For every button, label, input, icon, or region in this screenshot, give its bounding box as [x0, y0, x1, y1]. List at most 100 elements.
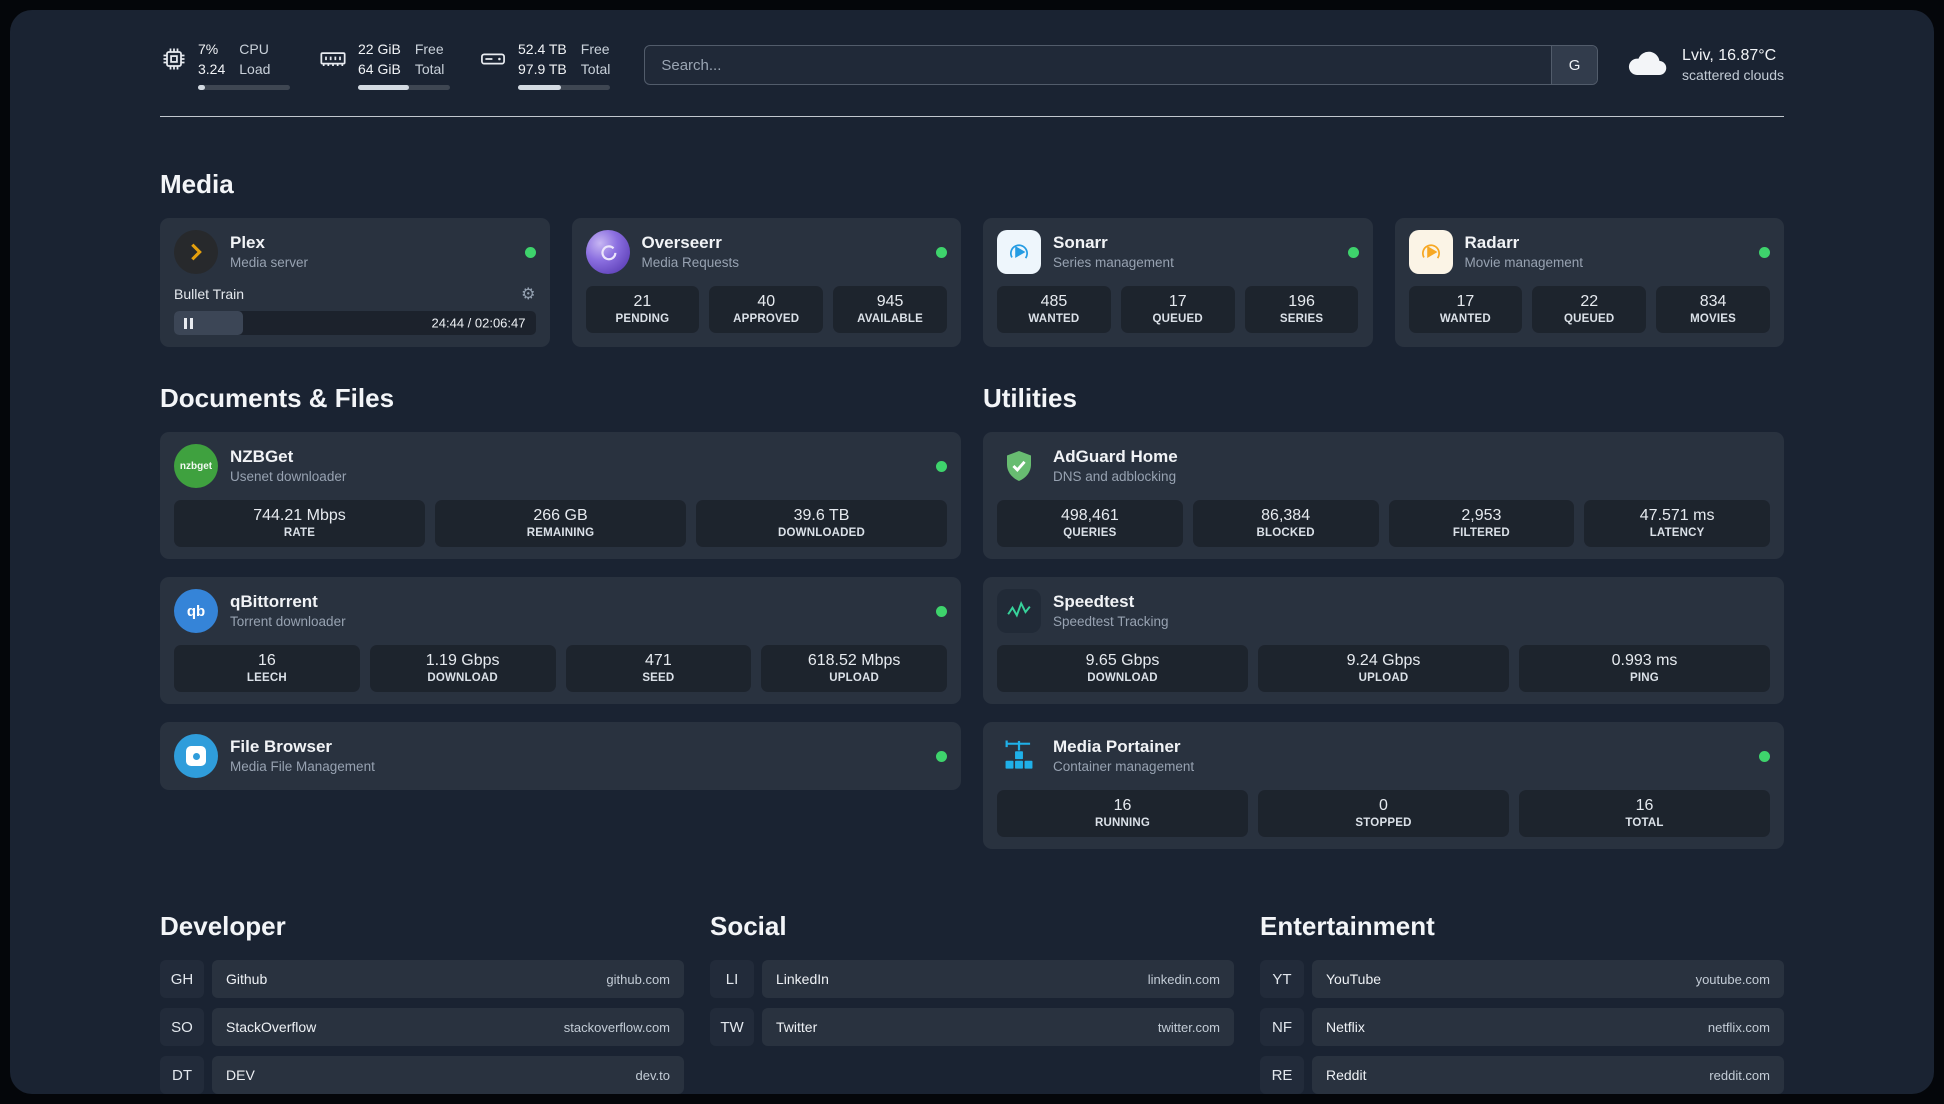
stat-tile: 0 STOPPED [1258, 790, 1509, 838]
stat-tile: 9.24 Gbps UPLOAD [1258, 645, 1509, 693]
app-name: Radarr [1464, 233, 1520, 253]
header-divider [160, 116, 1784, 118]
portainer-icon [997, 734, 1041, 778]
app-name: Overseerr [641, 233, 722, 253]
app-desc: Torrent downloader [230, 614, 346, 630]
dashboard: 7% 3.24 CPU Load [10, 10, 1934, 1094]
status-indicator [936, 605, 947, 617]
app-desc: DNS and adblocking [1053, 469, 1177, 485]
bookmark-netflix[interactable]: NF Netflix netflix.com [1260, 1008, 1784, 1047]
bookmark-dev[interactable]: DT DEV dev.to [160, 1056, 684, 1094]
section-utilities: Utilities AdGuard Home DNS and adblockin… [983, 383, 1784, 850]
stat-tile: 266 GB REMAINING [435, 500, 686, 548]
developer-section-title: Developer [160, 911, 286, 942]
qbittorrent-icon: qb [174, 589, 218, 634]
app-name: Speedtest [1053, 592, 1135, 612]
app-name: qBittorrent [230, 592, 318, 612]
stat-tile: 16 TOTAL [1519, 790, 1770, 838]
stat-tile: 22 QUEUED [1532, 286, 1647, 334]
bookmark-reddit[interactable]: RE Reddit reddit.com [1260, 1056, 1784, 1094]
stat-tile: 744.21 Mbps RATE [174, 500, 425, 548]
qbittorrent-card[interactable]: qb qBittorrent Torrent downloader 16 LEE… [160, 577, 961, 705]
stat-tile: 17 WANTED [1408, 286, 1523, 334]
stat-tile: 40 APPROVED [709, 286, 824, 334]
now-playing-title: Bullet Train [174, 285, 245, 302]
memory-total-label: Total [414, 60, 445, 77]
sonarr-card[interactable]: Sonarr Series management 485 WANTED 17 Q… [983, 218, 1373, 348]
app-desc: Usenet downloader [230, 469, 347, 485]
disk-total-label: Total [580, 60, 611, 77]
stat-tile: 471 SEED [565, 645, 752, 693]
stat-tile: 9.65 Gbps DOWNLOAD [997, 645, 1248, 693]
memory-bar-fill [358, 85, 409, 91]
search-provider-button[interactable]: G [1551, 46, 1598, 85]
stat-tile: 17 QUEUED [1120, 286, 1235, 334]
bookmark-github[interactable]: GH Github github.com [160, 960, 684, 999]
app-desc: Media server [230, 255, 309, 271]
social-section-title: Social [710, 911, 787, 942]
overseerr-icon [585, 230, 630, 275]
memory-icon [318, 45, 348, 78]
status-indicator [1347, 246, 1359, 258]
app-name: AdGuard Home [1053, 447, 1178, 467]
adguard-icon [997, 444, 1041, 488]
memory-total: 64 GiB [358, 60, 401, 77]
status-indicator [524, 246, 536, 258]
stat-tile: 0.993 ms PING [1519, 645, 1770, 693]
cpu-bar [198, 85, 290, 91]
search-bar: G [644, 45, 1599, 86]
app-name: NZBGet [230, 447, 294, 467]
playback-progress-bar[interactable]: 24:44 / 02:06:47 [174, 311, 536, 336]
pause-icon[interactable] [184, 317, 193, 329]
section-documents: Documents & Files nzbget NZBGet Usenet d… [160, 383, 961, 849]
cpu-icon [160, 45, 188, 78]
overseerr-card[interactable]: Overseerr Media Requests 21 PENDING 40 A… [571, 218, 961, 348]
bookmark-twitter[interactable]: TW Twitter twitter.com [710, 1008, 1234, 1047]
section-social: Social LI LinkedIn linkedin.com TW Twitt… [710, 911, 1234, 1094]
app-name: Sonarr [1053, 233, 1108, 253]
stat-tile: 498,461 QUERIES [997, 500, 1183, 548]
portainer-card[interactable]: Media Portainer Container management 16 … [983, 722, 1784, 850]
stat-tile: 47.571 ms LATENCY [1584, 500, 1770, 548]
cpu-bar-fill [198, 85, 206, 91]
radarr-icon [1408, 230, 1453, 275]
stat-tile: 16 LEECH [174, 645, 360, 693]
sonarr-icon [997, 230, 1041, 275]
cpu-load: 3.24 [198, 60, 226, 77]
status-indicator [936, 246, 947, 258]
status-indicator [936, 750, 947, 762]
plex-now-playing: Bullet Train ⚙ 24:44 / 02:06:47 [174, 284, 536, 336]
speedtest-card[interactable]: Speedtest Speedtest Tracking 9.65 Gbps D… [983, 577, 1784, 705]
adguard-card[interactable]: AdGuard Home DNS and adblocking 498,461 … [983, 432, 1784, 560]
stat-tile: 86,384 BLOCKED [1192, 500, 1379, 548]
stat-tile: 16 RUNNING [997, 790, 1248, 838]
weather-location: Lviv, 16.87°C [1682, 46, 1777, 64]
playback-time: 24:44 / 02:06:47 [431, 315, 526, 331]
disk-free-label: Free [580, 41, 610, 57]
bookmark-stackoverflow[interactable]: SO StackOverflow stackoverflow.com [160, 1008, 684, 1047]
app-name: Media Portainer [1053, 737, 1181, 757]
filebrowser-card[interactable]: File Browser Media File Management [160, 722, 961, 791]
stat-tile: 618.52 Mbps UPLOAD [761, 645, 947, 693]
stat-tile: 945 AVAILABLE [833, 286, 947, 334]
disk-free: 52.4 TB [518, 41, 567, 57]
search-input[interactable] [645, 46, 1552, 85]
bookmark-linkedin[interactable]: LI LinkedIn linkedin.com [710, 960, 1234, 999]
documents-section-title: Documents & Files [160, 383, 395, 414]
cpu-label: CPU [239, 41, 269, 57]
status-indicator [1759, 246, 1770, 258]
stat-tile: 1.19 Gbps DOWNLOAD [369, 645, 556, 693]
app-desc: Media File Management [230, 759, 375, 775]
disk-total: 97.9 TB [518, 60, 567, 77]
stat-tile: 485 WANTED [997, 286, 1111, 334]
radarr-card[interactable]: Radarr Movie management 17 WANTED 22 QUE… [1394, 218, 1784, 348]
bookmark-youtube[interactable]: YT YouTube youtube.com [1260, 960, 1784, 999]
gear-icon[interactable]: ⚙ [521, 284, 536, 304]
playback-progress-fill [174, 311, 243, 336]
section-media: Media Plex Media server [160, 169, 1784, 348]
media-section-title: Media [160, 169, 234, 200]
plex-card[interactable]: Plex Media server Bullet Train ⚙ 24:44 [160, 218, 550, 348]
stat-tile: 39.6 TB DOWNLOADED [696, 500, 947, 548]
nzbget-card[interactable]: nzbget NZBGet Usenet downloader 744.21 M… [160, 432, 961, 560]
disk-bar-fill [518, 85, 562, 91]
